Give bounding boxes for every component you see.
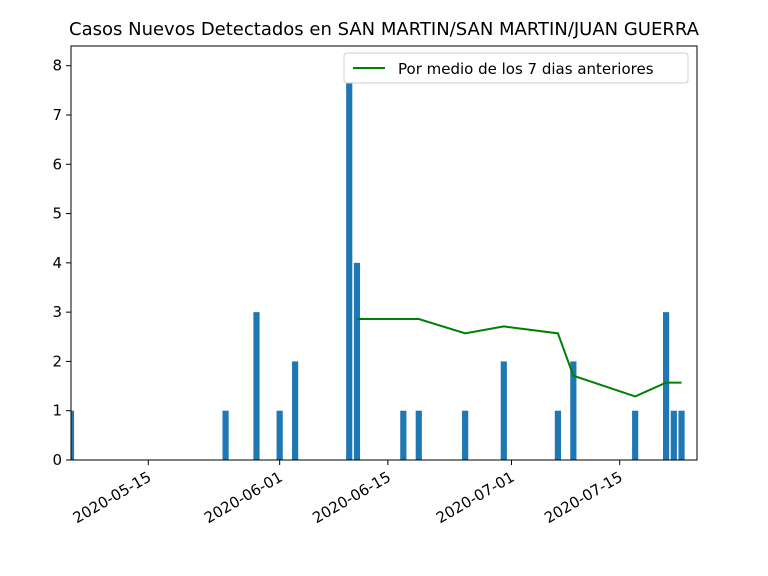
y-tick-label: 3 [52,303,62,321]
bar [632,410,639,460]
x-axis: 2020-05-15 2020-06-01 2020-06-15 2020-07-01… [70,460,626,527]
y-tick-label: 1 [52,402,62,420]
moving-average-line [356,318,682,398]
x-tick-label: 2020-07-01 [433,468,518,527]
bar [670,410,677,460]
y-tick-label: 2 [52,352,62,370]
bar [554,410,561,460]
bar-series [71,65,685,460]
bar [678,410,685,460]
bar [353,262,361,460]
legend-box [343,52,689,84]
y-tick-label: 8 [52,57,62,75]
bar [276,410,283,460]
bar [570,361,577,460]
x-tick-label: 2020-07-15 [541,468,626,527]
x-tick-label: 2020-06-15 [309,468,394,527]
bar [222,410,229,460]
bar [415,410,422,460]
y-tick-label: 4 [52,254,62,272]
y-tick-label: 7 [52,106,62,124]
bar [292,361,299,460]
bar [400,410,407,460]
y-tick-label: 0 [52,451,62,469]
legend-label: Por medio de los 7 dias anteriores [398,60,654,78]
y-tick-label: 6 [52,155,62,173]
bar [662,312,670,460]
legend: Por medio de los 7 dias anteriores [343,52,689,84]
chart-title: Casos Nuevos Detectados en SAN MARTIN/SA… [69,19,700,40]
bar [71,410,75,460]
plot-frame [70,45,698,461]
x-tick-label: 2020-06-01 [201,468,286,527]
bar [500,361,507,460]
x-tick-label: 2020-05-15 [70,468,155,527]
bar [462,410,469,460]
line-series [356,318,682,398]
bar [253,312,260,460]
y-axis: 0 1 2 3 4 5 6 7 8 [52,57,71,469]
bar [346,65,353,460]
y-tick-label: 5 [52,205,62,223]
